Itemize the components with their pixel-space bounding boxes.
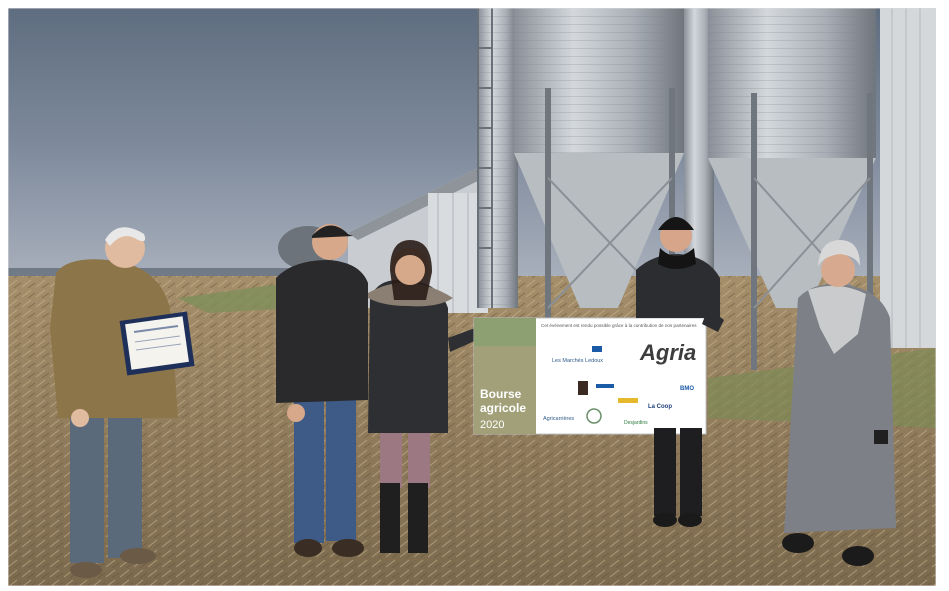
silo-left [478, 8, 518, 308]
board-intro-text: Cet événement est rendu possible grâce à… [541, 323, 697, 328]
person-woman-grey [782, 240, 896, 566]
board-title-1: Bourse [480, 387, 522, 401]
logo-marches: Les Marchés Ledoux [552, 358, 603, 364]
horizon [8, 268, 488, 276]
shed [880, 8, 936, 348]
board-brand: Agria [639, 340, 696, 365]
logo-bmo: BMO [680, 386, 694, 392]
logo-desjardins: Desjardins [624, 420, 648, 426]
person-young-man [276, 224, 368, 557]
person-woman-center [368, 240, 490, 553]
person-man-toque [636, 217, 724, 527]
photo-frame: Cet événement est rendu possible grâce à… [8, 8, 936, 586]
certificate [119, 311, 195, 376]
board-title-2: agricole [480, 401, 526, 415]
logo-lacoop: La Coop [648, 404, 672, 410]
person-older-man [50, 227, 178, 578]
board-year: 2020 [480, 419, 504, 431]
silo-right [708, 8, 876, 370]
grass-patch [178, 283, 298, 313]
sponsor-board: Cet événement est rendu possible grâce à… [473, 317, 707, 435]
silo-ladder [477, 8, 493, 308]
farm-photo: Cet événement est rendu possible grâce à… [8, 8, 936, 586]
logo-agricarrieres: Agricarrières [543, 416, 574, 422]
